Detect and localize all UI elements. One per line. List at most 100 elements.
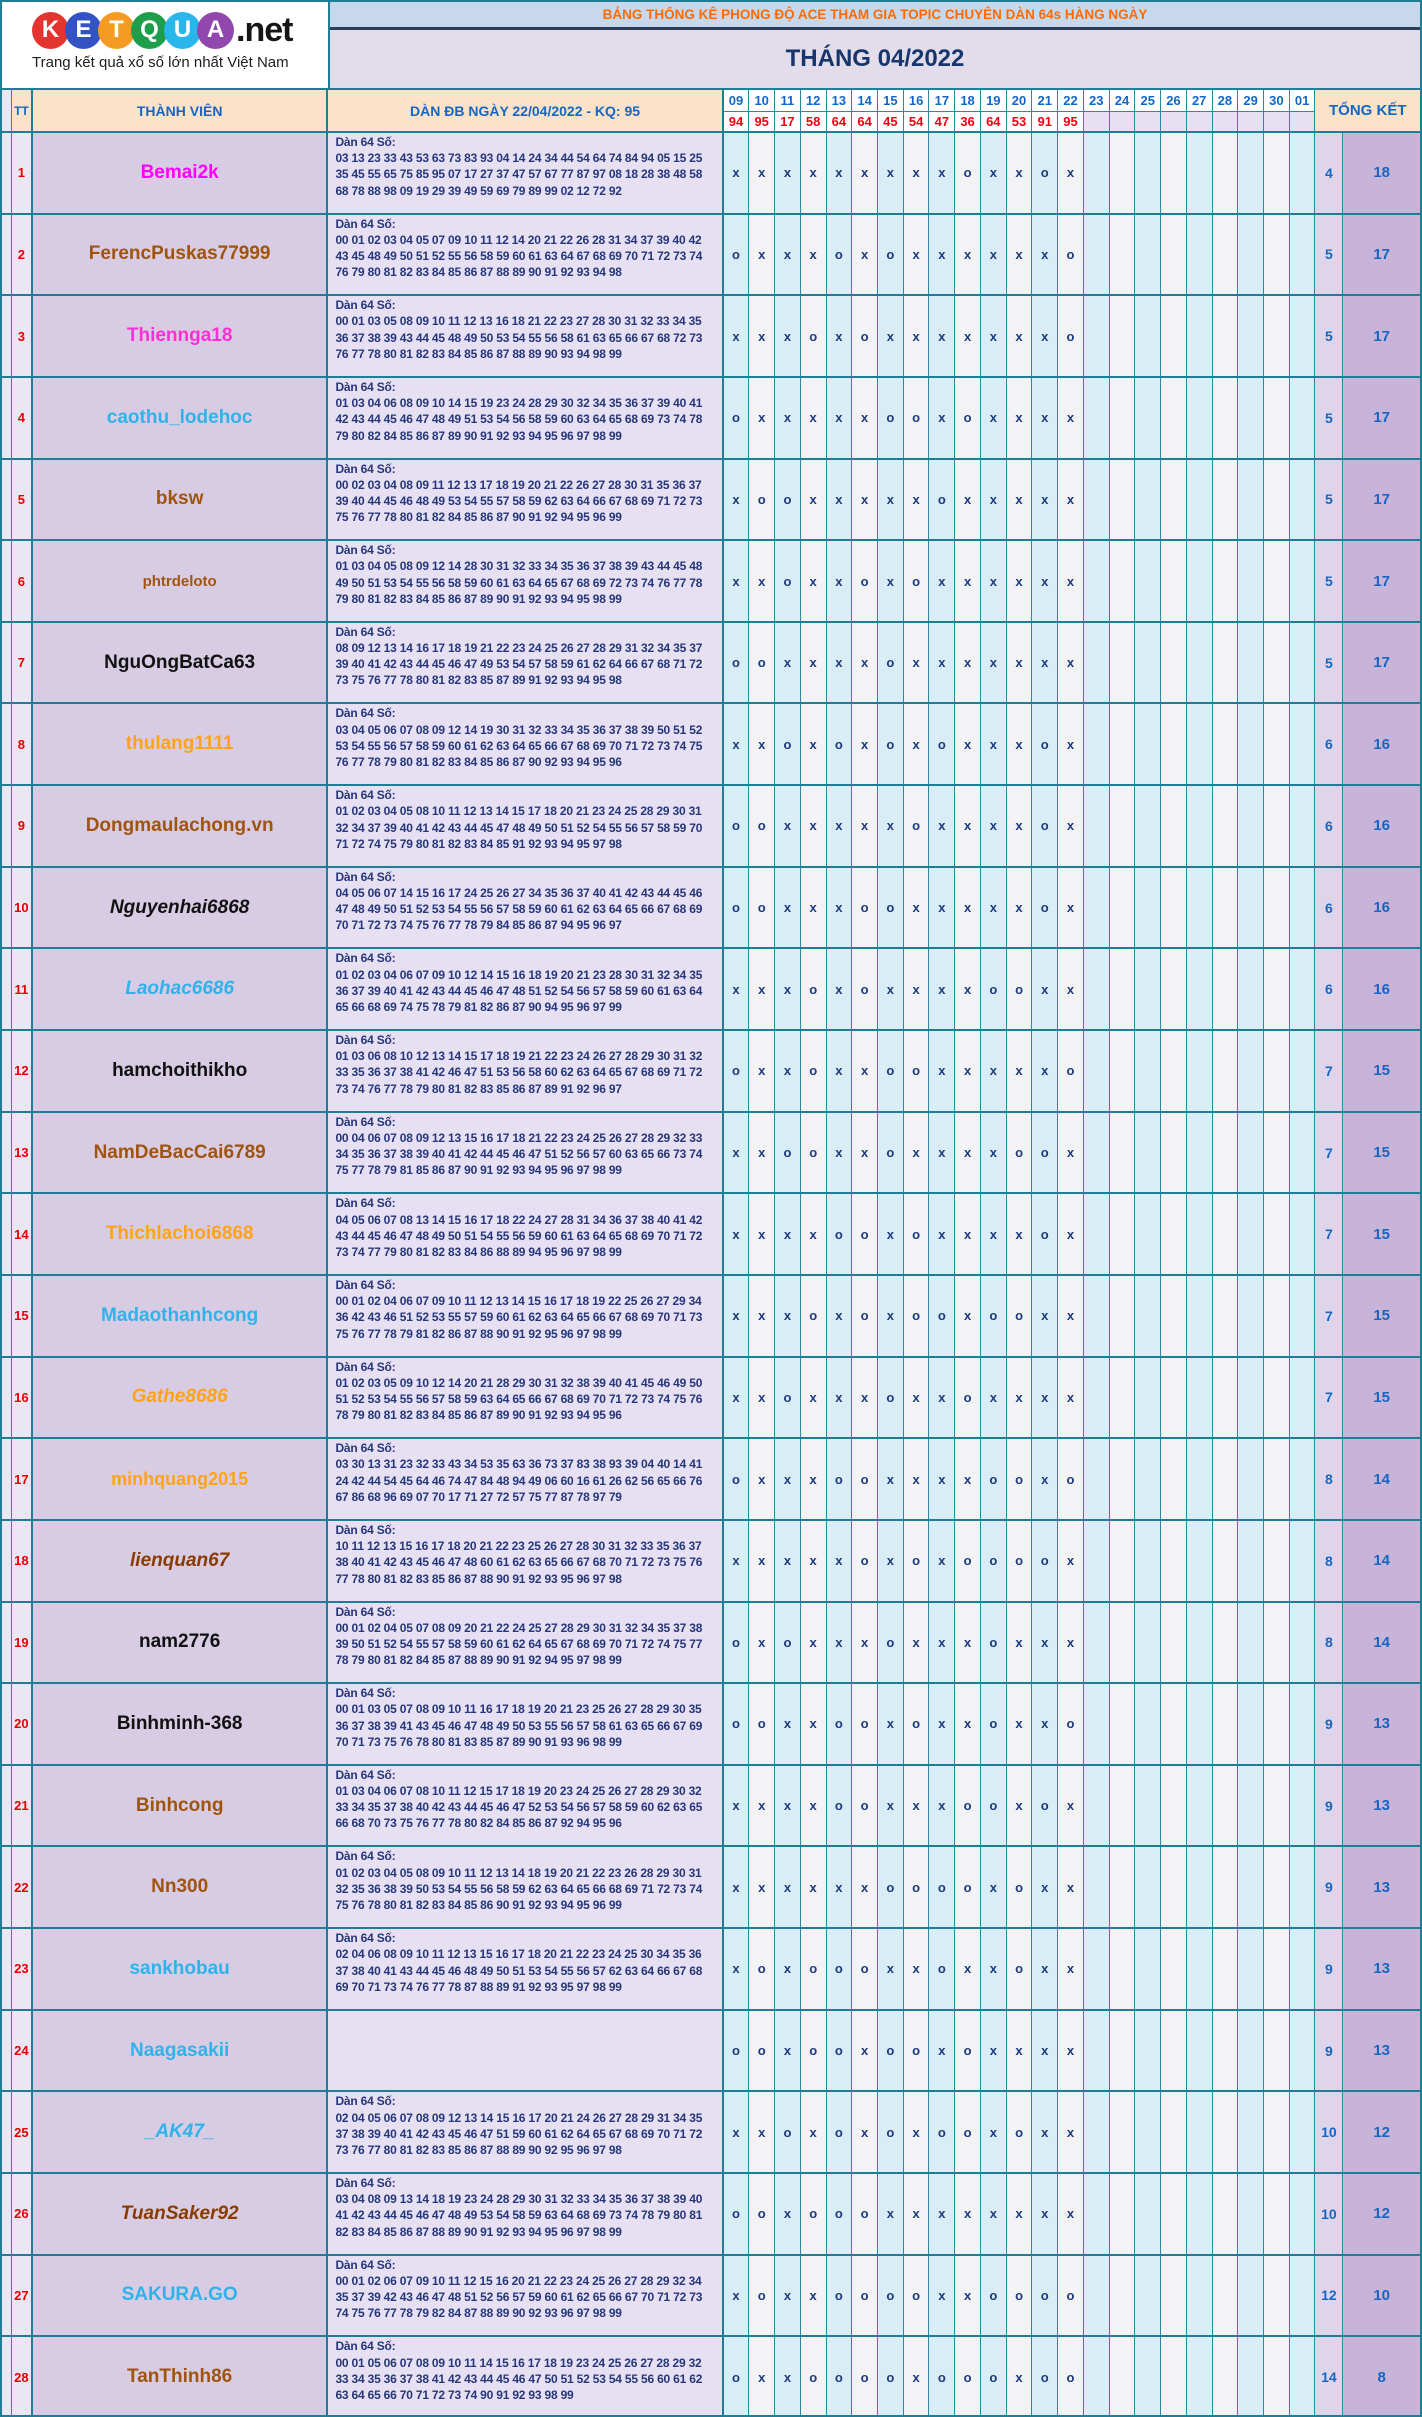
mark-cell-day-01 — [1289, 949, 1316, 1030]
member-name[interactable]: NamDeBacCai6789 — [32, 1112, 329, 1193]
member-name[interactable]: Madaothanhcong — [32, 1275, 329, 1356]
mark-cell-day-13: x — [826, 1357, 853, 1438]
total-miss-count: 9 — [1315, 1929, 1344, 2009]
mark-cell-day-26 — [1161, 1031, 1187, 1111]
mark-cell-day-10: x — [749, 704, 776, 785]
dan-numbers: 03 30 13 31 23 32 33 43 34 53 35 63 36 7… — [335, 1457, 703, 1504]
site-logo[interactable]: K E T Q U A .net Trang kết quả xổ số lớn nhất … — [2, 2, 330, 90]
mark-cell-day-09: x — [723, 1194, 750, 1274]
member-name[interactable]: FerencPuskas77999 — [32, 214, 329, 295]
mark-cell-day-25 — [1135, 1275, 1162, 1356]
mark-cell-day-15: x — [878, 459, 904, 540]
mark-cell-day-21: x — [1032, 1602, 1059, 1683]
member-name[interactable]: SAKURA.GO — [32, 2255, 329, 2336]
mark-cell-day-20: o — [1006, 1929, 1033, 2009]
day-result — [1186, 111, 1212, 131]
total-miss-count: 5 — [1315, 622, 1344, 703]
total-hit-count: 16 — [1343, 704, 1420, 785]
mark-cell-day-11: x — [775, 377, 801, 458]
member-name[interactable]: NguOngBatCa63 — [32, 622, 329, 703]
member-name[interactable]: Binhcong — [32, 1765, 329, 1846]
member-name[interactable]: Nguyenhai6868 — [32, 867, 329, 948]
mark-cell-day-22: o — [1058, 1031, 1084, 1111]
mark-cell-day-18: x — [955, 459, 981, 540]
dan-numbers-cell: Dàn 64 Số: 01 03 04 06 08 09 10 14 15 19 … — [328, 377, 724, 458]
mark-cell-day-10: x — [749, 2337, 776, 2415]
member-name[interactable]: TanThinh86 — [32, 2337, 329, 2415]
mark-cell-day-29 — [1238, 2010, 1265, 2091]
mark-cell-day-17: x — [929, 1031, 956, 1111]
mark-cell-day-14: x — [852, 214, 878, 295]
dan-numbers-cell: Dàn 64 Số: 01 02 03 04 05 08 10 11 12 13 … — [328, 786, 724, 866]
mark-cell-day-22: o — [1058, 1684, 1084, 1764]
mark-cell-day-25 — [1135, 704, 1162, 785]
member-name[interactable]: Dongmaulachong.vn — [32, 786, 329, 866]
mark-cell-day-28 — [1212, 1112, 1239, 1193]
total-miss-count: 10 — [1315, 2174, 1344, 2254]
row-number: 8 — [11, 704, 33, 785]
member-name[interactable]: Naagasakii — [32, 2010, 329, 2091]
member-name[interactable]: hamchoithikho — [32, 1031, 329, 1111]
member-name[interactable]: thulang1111 — [32, 704, 329, 785]
dan-numbers: 00 02 03 04 08 09 11 12 13 17 18 19 20 2… — [335, 477, 703, 525]
mark-cell-day-01 — [1289, 296, 1316, 376]
mark-cell-day-17: o — [929, 1847, 956, 1928]
day-result: 17 — [775, 111, 800, 131]
top-band: K E T Q U A .net Trang kết quả xổ số lớn nhất … — [2, 2, 1420, 90]
mark-cell-day-26 — [1161, 1194, 1187, 1274]
member-name[interactable]: _AK47_ — [32, 2092, 329, 2173]
dan-numbers-cell: Dàn 64 Số: 01 02 03 04 06 07 09 10 12 14 … — [328, 949, 724, 1030]
total-miss-count: 9 — [1315, 1847, 1344, 1928]
mark-cell-day-14: o — [852, 1275, 878, 1356]
mark-cell-day-11: o — [775, 541, 801, 621]
member-name[interactable]: Thichlachoi6868 — [32, 1194, 329, 1274]
mark-cell-day-21: x — [1032, 1684, 1059, 1764]
mark-cell-day-22: o — [1058, 2337, 1084, 2415]
row-gutter — [2, 133, 12, 213]
member-name[interactable]: Gathe8686 — [32, 1357, 329, 1438]
mark-cell-day-11: o — [775, 2092, 801, 2173]
mark-cell-day-11: x — [775, 1765, 801, 1846]
mark-cell-day-15: x — [878, 1439, 904, 1519]
member-name[interactable]: nam2776 — [32, 1602, 329, 1683]
mark-cell-day-18: x — [955, 214, 981, 295]
total-miss-count: 7 — [1315, 1031, 1344, 1111]
mark-cell-day-21: x — [1032, 296, 1059, 376]
dan-numbers-cell: Dàn 64 Số: 03 13 23 33 43 53 63 73 83 93 … — [328, 133, 724, 213]
mark-cell-day-09: x — [723, 296, 750, 376]
member-name[interactable]: Laohac6686 — [32, 949, 329, 1030]
member-name[interactable]: caothu_lodehoc — [32, 377, 329, 458]
member-name[interactable]: lienquan67 — [32, 1520, 329, 1601]
mark-cell-day-15: x — [878, 1520, 904, 1601]
day-label: 01 — [1289, 90, 1315, 112]
mark-cell-day-01 — [1289, 214, 1316, 295]
mark-cell-day-26 — [1161, 1439, 1187, 1519]
row-gutter — [2, 459, 12, 540]
mark-cell-day-28 — [1212, 704, 1239, 785]
day-result — [1289, 111, 1315, 131]
mark-cell-day-26 — [1161, 1929, 1187, 2009]
mark-cell-day-27 — [1186, 1439, 1213, 1519]
mark-cell-day-01 — [1289, 1520, 1316, 1601]
member-name[interactable]: Nn300 — [32, 1847, 329, 1928]
member-name[interactable]: minhquang2015 — [32, 1439, 329, 1519]
total-hit-count: 12 — [1343, 2174, 1420, 2254]
mark-cell-day-19: o — [980, 1439, 1007, 1519]
mark-cell-day-30 — [1264, 622, 1290, 703]
mark-cell-day-25 — [1135, 1765, 1162, 1846]
member-name[interactable]: TuanSaker92 — [32, 2174, 329, 2254]
mark-cell-day-27 — [1186, 1357, 1213, 1438]
mark-cell-day-18: o — [955, 1765, 981, 1846]
logo-letter-a-icon: A — [197, 11, 234, 49]
mark-cell-day-15: x — [878, 786, 904, 866]
row-number: 7 — [11, 622, 33, 703]
mark-cell-day-18: o — [955, 2010, 981, 2091]
day-label: 21 — [1032, 90, 1058, 112]
member-name[interactable]: bksw — [32, 459, 329, 540]
member-name[interactable]: phtrdeloto — [32, 541, 329, 621]
member-name[interactable]: Thiennga18 — [32, 296, 329, 376]
member-name[interactable]: Binhminh-368 — [32, 1684, 329, 1764]
member-name[interactable]: sankhobau — [32, 1929, 329, 2009]
total-hit-count: 14 — [1343, 1439, 1420, 1519]
member-name[interactable]: Bemai2k — [32, 133, 329, 213]
